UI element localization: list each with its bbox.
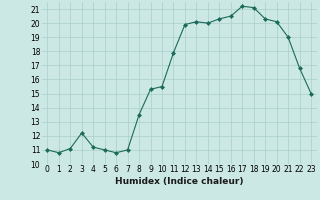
X-axis label: Humidex (Indice chaleur): Humidex (Indice chaleur): [115, 177, 244, 186]
